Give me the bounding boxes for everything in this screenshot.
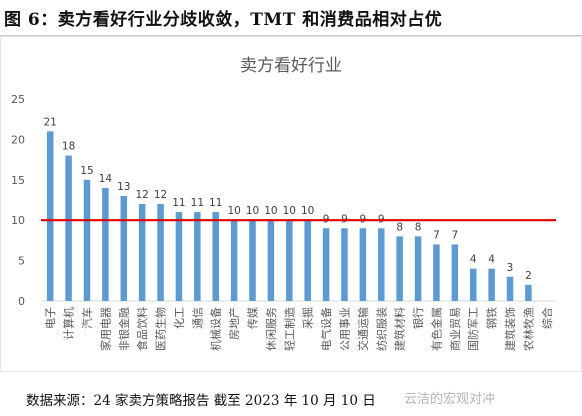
x-tick-label: 计算机	[62, 307, 76, 340]
x-tick-label: 钢铁	[486, 307, 499, 329]
x-tick-label: 综合	[540, 307, 554, 329]
data-label: 10	[301, 205, 314, 217]
bar	[414, 236, 422, 301]
bar	[378, 228, 385, 301]
x-tick-label: 商业贸易	[448, 307, 462, 351]
data-label: 12	[154, 189, 167, 201]
x-tick-label: 建筑材料	[393, 307, 407, 351]
y-tick-label: 25	[11, 93, 25, 106]
x-tick-label: 食品饮料	[135, 307, 149, 351]
chart-area: 卖方看好行业 0 5 10 15 20 25 21 18 15 14 13 12 12 11 11 11 10…	[0, 36, 582, 372]
y-tick-label: 5	[18, 255, 25, 268]
bar-chart: 卖方看好行业 0 5 10 15 20 25 21 18 15 14 13 12 12 11 11 11 10…	[11, 56, 556, 351]
header-divider	[0, 35, 582, 36]
x-tick-layer: 电子 计算机 汽车 家用电器 非银金融 食品饮料 医药生物 化工 通信 机械设备 房地产 传媒 休闲服务…	[44, 307, 554, 351]
bar-layer	[46, 131, 532, 301]
data-label: 11	[209, 197, 222, 209]
x-tick-label: 通信	[191, 307, 204, 329]
x-tick-label: 交通运输	[356, 307, 370, 351]
data-label: 7	[433, 229, 440, 241]
bar	[120, 195, 128, 301]
data-label-layer: 2118151413121211111110101010109999887744…	[44, 116, 532, 282]
data-label: 10	[246, 205, 259, 217]
watermark-text: 云洁的宏观对冲	[404, 392, 496, 407]
bar	[267, 220, 275, 301]
bar	[83, 179, 91, 301]
x-tick-label: 休闲服务	[264, 307, 278, 351]
x-tick-label: 汽车	[80, 307, 94, 329]
bar	[469, 268, 477, 301]
x-tick-label: 非银金融	[117, 307, 131, 351]
data-label: 11	[191, 197, 204, 209]
x-tick-label: 医药生物	[154, 307, 168, 351]
data-label: 7	[451, 229, 458, 241]
data-label: 12	[135, 189, 148, 201]
x-tick-label: 化工	[172, 307, 186, 329]
x-tick-label: 轻工制造	[282, 307, 296, 351]
data-label: 8	[415, 221, 422, 233]
data-label: 4	[470, 254, 477, 266]
y-tick-label: 0	[18, 295, 25, 308]
x-tick-label: 传媒	[247, 307, 260, 329]
bar	[359, 228, 367, 301]
figure-title: 图 6：卖方看好行业分歧收敛，TMT 和消费品相对占优	[4, 10, 443, 30]
x-tick-label: 房地产	[227, 307, 241, 340]
data-label: 13	[117, 181, 130, 193]
bar	[396, 236, 403, 301]
data-label: 3	[507, 262, 514, 274]
bar	[488, 268, 495, 301]
y-tick-label: 15	[11, 174, 25, 187]
x-tick-label: 电气设备	[319, 307, 333, 351]
data-label: 14	[99, 173, 113, 185]
bar	[194, 212, 201, 301]
y-tick-label: 10	[11, 214, 25, 227]
x-tick-label: 公用事业	[338, 307, 351, 351]
bar	[322, 228, 330, 301]
data-label: 21	[44, 116, 57, 128]
data-label: 10	[227, 205, 240, 217]
data-label: 4	[488, 254, 495, 266]
bar	[249, 220, 256, 301]
bar	[138, 204, 146, 301]
bar	[46, 131, 54, 301]
bar	[451, 244, 459, 301]
bar	[341, 228, 348, 301]
bar	[525, 284, 532, 301]
x-tick-label: 有色金属	[429, 307, 443, 351]
x-tick-label: 建筑装饰	[503, 307, 517, 351]
data-label: 10	[264, 205, 277, 217]
data-label: 18	[62, 141, 75, 153]
x-tick-label: 银行	[411, 307, 425, 329]
bar	[65, 155, 72, 301]
chart-title: 卖方看好行业	[240, 56, 342, 76]
x-tick-label: 电子	[44, 307, 57, 329]
x-tick-label: 国防军工	[466, 307, 480, 351]
x-tick-label: 家用电器	[98, 307, 112, 351]
y-tick-label: 20	[11, 133, 25, 146]
bar	[304, 220, 311, 301]
bar	[286, 220, 293, 301]
data-label: 8	[396, 221, 403, 233]
x-tick-label: 采掘	[301, 307, 315, 329]
figure-header: 图 6：卖方看好行业分歧收敛，TMT 和消费品相对占优	[0, 0, 582, 36]
bar	[157, 204, 164, 301]
data-label: 10	[283, 205, 296, 217]
bar	[433, 244, 440, 301]
bar	[175, 212, 183, 301]
source-note: 数据来源：24 家卖方策略报告 截至 2023 年 10 月 10 日	[26, 393, 376, 409]
x-tick-label: 纺织服装	[374, 307, 388, 351]
x-tick-label: 农林牧渔	[521, 307, 535, 351]
data-label: 11	[172, 197, 185, 209]
data-label: 15	[80, 165, 93, 177]
bar	[230, 220, 238, 301]
bar	[102, 187, 109, 301]
data-label: 2	[525, 270, 532, 282]
bar	[212, 212, 219, 301]
bar	[506, 276, 514, 301]
x-tick-label: 机械设备	[209, 307, 223, 351]
